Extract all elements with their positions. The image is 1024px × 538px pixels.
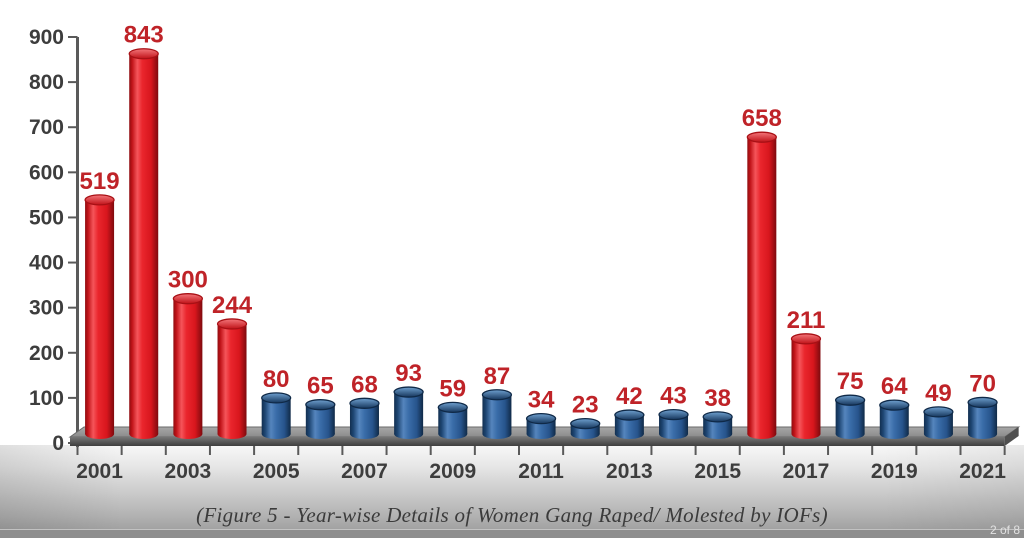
bar-2020: [923, 406, 954, 439]
bar-2019: [879, 399, 910, 439]
bar-2004: [216, 318, 248, 439]
x-axis-label-2001: 2001: [76, 460, 123, 483]
y-axis-label-500: 500: [29, 206, 64, 229]
floor-front-face: [70, 437, 1005, 446]
x-axis-label-2003: 2003: [165, 460, 212, 483]
bar-2017: [790, 333, 822, 439]
viewer-footer-bar: [0, 529, 1024, 538]
x-axis-label-2021: 2021: [959, 460, 1006, 483]
x-axis-label-2009: 2009: [429, 460, 476, 483]
page-indicator: 2 of 8: [989, 523, 1020, 537]
bar-value-label-2002: 843: [124, 22, 164, 49]
y-axis-label-0: 0: [52, 432, 64, 455]
bar-value-label-2009: 59: [439, 375, 466, 402]
bar-2009: [437, 401, 468, 439]
y-axis-label-200: 200: [29, 342, 64, 365]
x-axis-label-2007: 2007: [341, 460, 388, 483]
x-axis-label-2017: 2017: [783, 460, 830, 483]
bar-value-label-2010: 87: [484, 363, 511, 390]
x-axis-label-2011: 2011: [518, 460, 564, 483]
bar-value-label-2017: 211: [787, 307, 826, 334]
bar-value-label-2021: 70: [969, 370, 996, 397]
bar-value-label-2003: 300: [168, 267, 208, 294]
bar-2012: [570, 417, 601, 439]
bar-value-label-2020: 49: [925, 380, 952, 407]
y-axis-label-900: 900: [29, 26, 64, 49]
bar-value-label-2015: 38: [704, 385, 731, 412]
page-bottom-shading: [0, 445, 1024, 538]
bar-2002: [128, 48, 159, 439]
bar-2001: [84, 194, 115, 439]
bar-2010: [481, 389, 513, 439]
bar-value-label-2005: 80: [263, 366, 290, 393]
figure-caption: (Figure 5 - Year-wise Details of Women G…: [196, 503, 828, 527]
y-axis-label-600: 600: [29, 161, 64, 184]
floor-right-cap: [1004, 427, 1019, 446]
y-axis-label-700: 700: [29, 116, 64, 139]
x-axis-label-2019: 2019: [871, 460, 918, 483]
bar-2007: [349, 397, 380, 439]
bar-2016: [746, 131, 777, 439]
bar-value-label-2016: 658: [742, 105, 782, 132]
bar-value-label-2012: 23: [572, 392, 599, 419]
bar-value-label-2018: 75: [837, 368, 864, 395]
bar-value-label-2013: 42: [616, 383, 643, 410]
bar-value-label-2001: 519: [80, 168, 120, 195]
bar-value-label-2007: 68: [351, 371, 378, 398]
x-axis-label-2013: 2013: [606, 460, 653, 483]
y-axis-label-300: 300: [29, 297, 64, 320]
bar-2014: [658, 408, 689, 439]
bar-value-label-2008: 93: [395, 360, 422, 387]
y-axis-label-800: 800: [29, 71, 64, 94]
bar-2013: [614, 409, 645, 439]
bar-2015: [702, 411, 733, 439]
bar-2018: [834, 394, 866, 439]
x-axis-label-2005: 2005: [253, 460, 300, 483]
bar-value-label-2019: 64: [881, 373, 908, 400]
bar-2008: [393, 386, 424, 439]
bar-chart: 0100200300400500600700800900519843300244…: [29, 22, 1021, 483]
bar-2006: [305, 399, 336, 439]
bar-value-label-2014: 43: [660, 383, 687, 410]
bar-2021: [967, 396, 998, 439]
bar-value-label-2004: 244: [212, 292, 253, 319]
bar-2005: [261, 392, 292, 439]
y-axis-label-100: 100: [29, 387, 64, 410]
y-axis-label-400: 400: [29, 252, 64, 275]
bar-2011: [525, 413, 557, 439]
bar-value-label-2011: 34: [528, 387, 555, 414]
bar-value-label-2006: 65: [307, 373, 334, 400]
bar-2003: [172, 293, 204, 439]
x-axis-label-2015: 2015: [694, 460, 741, 483]
